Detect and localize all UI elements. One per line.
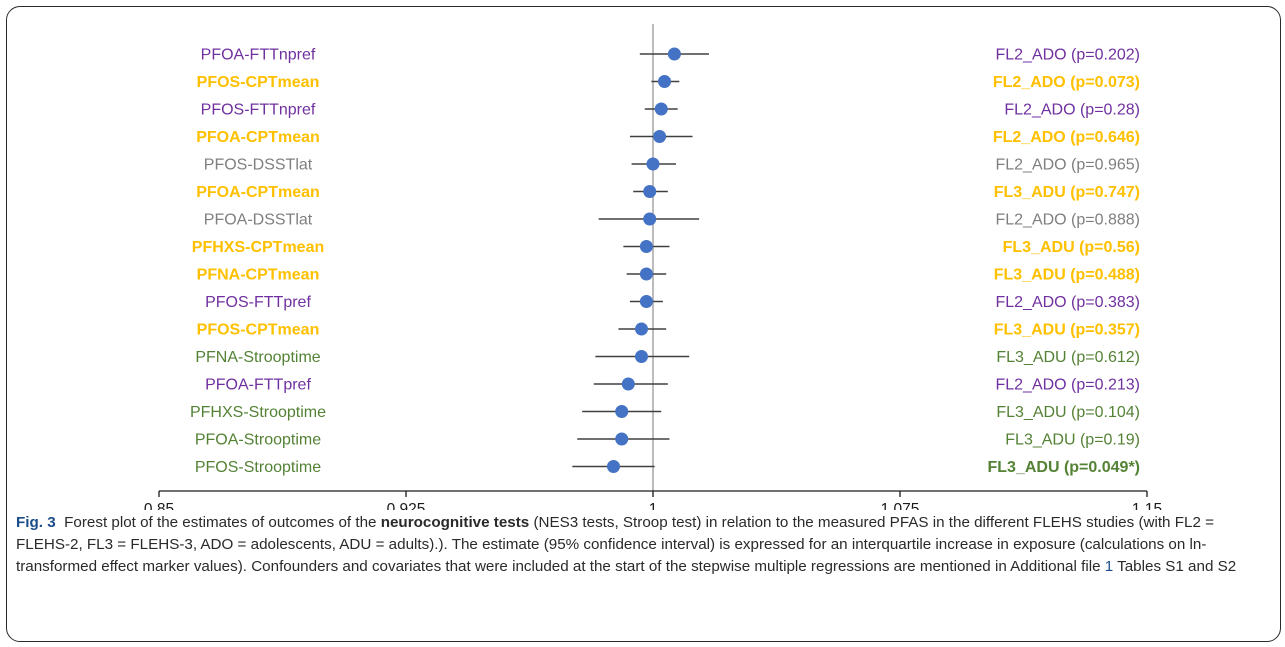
forest-row: PFHXS-Strooptime FL3_ADU (p=0.104) bbox=[190, 404, 1140, 421]
x-tick-label: 1.15 bbox=[1132, 501, 1162, 510]
row-label: PFOS-Strooptime bbox=[195, 459, 321, 476]
x-tick-label: 1 bbox=[649, 501, 658, 510]
row-label: PFHXS-Strooptime bbox=[190, 404, 326, 421]
estimate-point bbox=[658, 75, 672, 88]
forest-row: PFNA-CPTmean FL3_ADU (p=0.488) bbox=[197, 267, 1140, 284]
caption-text-1: Forest plot of the estimates of outcomes… bbox=[64, 514, 381, 531]
row-label: PFOA-FTTnpref bbox=[201, 47, 316, 64]
estimate-point bbox=[646, 157, 660, 171]
estimate-point bbox=[621, 377, 635, 391]
forest-plot: PFOA-FTTnpref FL2_ADO (p=0.202) PFOS-CPTme… bbox=[144, 24, 1162, 510]
forest-row: PFNA-Strooptime FL3_ADU (p=0.612) bbox=[195, 349, 1140, 366]
row-label: PFOS-DSSTlat bbox=[204, 157, 313, 174]
row-label: PFNA-CPTmean bbox=[197, 267, 320, 284]
row-label: PFOA-CPTmean bbox=[196, 184, 320, 201]
row-label: PFOS-CPTmean bbox=[197, 74, 320, 91]
forest-row: PFOS-CPTmean FL2_ADO (p=0.073) bbox=[197, 74, 1140, 91]
forest-row: PFOA-CPTmean FL2_ADO (p=0.646) bbox=[196, 129, 1140, 146]
estimate-point bbox=[634, 322, 648, 336]
estimate-point bbox=[606, 460, 620, 473]
row-label: PFOA-DSSTlat bbox=[204, 212, 313, 229]
estimate-point bbox=[639, 267, 653, 281]
additional-file-link[interactable]: 1 bbox=[1104, 558, 1114, 575]
study-label: FL3_ADU (p=0.19) bbox=[1005, 432, 1140, 449]
forest-row: PFOA-FTTnpref FL2_ADO (p=0.202) bbox=[201, 47, 1140, 64]
study-label: FL3_ADU (p=0.747) bbox=[994, 184, 1140, 201]
estimate-point bbox=[653, 130, 667, 143]
study-label: FL2_ADO (p=0.965) bbox=[995, 157, 1140, 174]
estimate-point bbox=[654, 102, 668, 116]
study-label: FL2_ADO (p=0.28) bbox=[1004, 102, 1140, 119]
forest-row: PFOS-FTTpref FL2_ADO (p=0.383) bbox=[205, 294, 1140, 311]
estimate-point bbox=[667, 47, 681, 61]
row-label: PFOA-Strooptime bbox=[195, 432, 321, 449]
study-label: FL2_ADO (p=0.213) bbox=[995, 377, 1140, 394]
caption-text-3: Tables S1 and S2 bbox=[1113, 558, 1237, 575]
forest-row: PFOS-Strooptime FL3_ADU (p=0.049*) bbox=[195, 459, 1140, 476]
x-axis: 0.85 0.925 1 1.075 1.15 bbox=[144, 490, 1162, 510]
forest-row: PFHXS-CPTmean FL3_ADU (p=0.56) bbox=[192, 239, 1140, 256]
estimate-point bbox=[615, 432, 629, 446]
study-label: FL3_ADU (p=0.56) bbox=[1003, 239, 1140, 256]
forest-row: PFOA-DSSTlat FL2_ADO (p=0.888) bbox=[204, 212, 1140, 229]
x-tick-label: 1.075 bbox=[881, 501, 920, 510]
forest-row: PFOS-FTTnpref FL2_ADO (p=0.28) bbox=[201, 102, 1140, 119]
study-label: FL3_ADU (p=0.357) bbox=[994, 322, 1140, 339]
estimate-point bbox=[615, 405, 629, 418]
study-label: FL2_ADO (p=0.202) bbox=[995, 47, 1140, 64]
caption-text-2: (NES3 tests, Stroop test) in relation to… bbox=[16, 514, 1214, 575]
row-label: PFOA-CPTmean bbox=[196, 129, 320, 146]
study-label: FL2_ADO (p=0.646) bbox=[993, 129, 1140, 146]
estimate-point bbox=[639, 240, 653, 253]
estimate-point bbox=[634, 350, 648, 363]
row-label: PFHXS-CPTmean bbox=[192, 239, 324, 256]
plot-rows: PFOA-FTTnpref FL2_ADO (p=0.202) PFOS-CPTme… bbox=[190, 24, 1140, 491]
x-tick-label: 0.925 bbox=[387, 501, 426, 510]
study-label: FL3_ADU (p=0.104) bbox=[996, 404, 1140, 421]
estimate-point bbox=[639, 295, 653, 308]
forest-row: PFOA-Strooptime FL3_ADU (p=0.19) bbox=[195, 432, 1140, 449]
forest-row: PFOA-FTTpref FL2_ADO (p=0.213) bbox=[205, 377, 1140, 394]
row-label: PFOS-FTTpref bbox=[205, 294, 311, 311]
x-tick-label: 0.85 bbox=[144, 501, 174, 510]
estimate-point bbox=[643, 212, 657, 226]
figure-frame bbox=[6, 6, 1281, 642]
row-label: PFOA-FTTpref bbox=[205, 377, 311, 394]
figure-caption: Fig. 3 Forest plot of the estimates of o… bbox=[16, 512, 1266, 578]
study-label: FL2_ADO (p=0.888) bbox=[995, 212, 1140, 229]
forest-row: PFOA-CPTmean FL3_ADU (p=0.747) bbox=[196, 184, 1140, 201]
study-label: FL3_ADU (p=0.488) bbox=[994, 267, 1140, 284]
row-label: PFOS-CPTmean bbox=[197, 322, 320, 339]
study-label: FL2_ADO (p=0.383) bbox=[995, 294, 1140, 311]
study-label: FL3_ADU (p=0.049*) bbox=[988, 459, 1141, 476]
forest-row: PFOS-DSSTlat FL2_ADO (p=0.965) bbox=[204, 157, 1140, 174]
forest-row: PFOS-CPTmean FL3_ADU (p=0.357) bbox=[197, 322, 1140, 339]
row-label: PFNA-Strooptime bbox=[195, 349, 320, 366]
study-label: FL3_ADU (p=0.612) bbox=[996, 349, 1140, 366]
row-label: PFOS-FTTnpref bbox=[201, 102, 316, 119]
figure-number: Fig. 3 bbox=[16, 514, 56, 531]
caption-bold-term: neurocognitive tests bbox=[380, 514, 530, 531]
study-label: FL2_ADO (p=0.073) bbox=[993, 74, 1140, 91]
estimate-point bbox=[643, 185, 657, 198]
